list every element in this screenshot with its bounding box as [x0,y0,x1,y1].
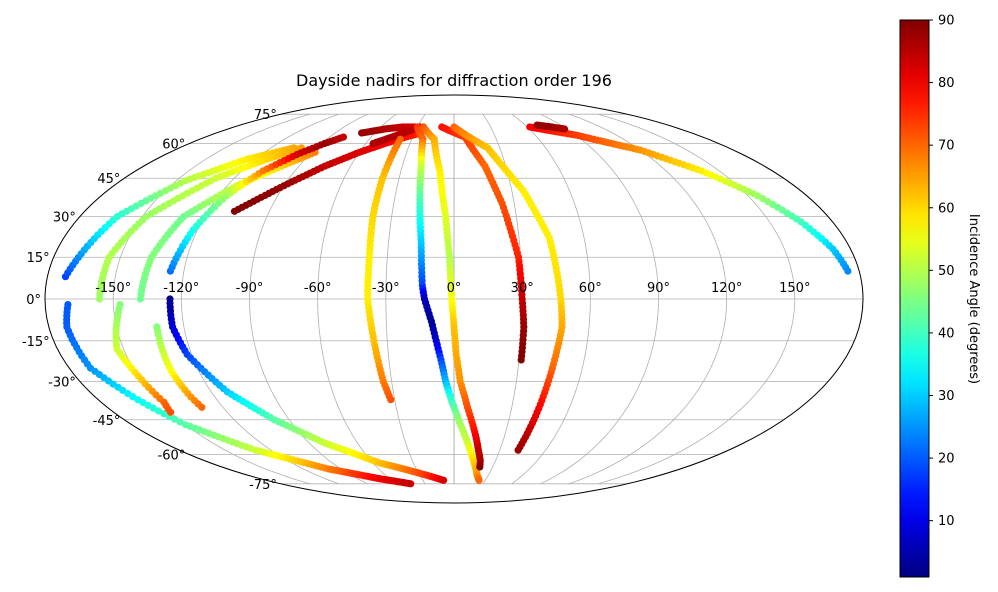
data-point [198,403,206,411]
latitude-tick-label: -45° [93,414,121,429]
latitude-tick-label: 30° [53,211,76,226]
data-point [514,446,522,454]
data-point [154,407,163,415]
latitude-tick-label: 45° [97,172,120,187]
colorbar-tick-label: 80 [938,76,955,91]
latitude-tick-label: -60° [158,449,186,464]
data-point [387,396,395,404]
colorbar-tick-label: 60 [938,201,955,216]
colorbar-tick-label: 40 [938,326,955,341]
latitude-tick-label: 0° [26,293,41,308]
colorbar-label: Incidence Angle (degrees) [966,214,981,384]
data-point [844,267,852,275]
latitude-tick-label: -15° [22,335,50,350]
latitude-tick-label: -75° [249,478,277,493]
data-point [167,408,175,416]
colorbar-gradient [899,19,930,578]
longitude-tick-label: 120° [711,281,742,296]
longitude-tick-label: 150° [779,281,810,296]
colorbar-tick-label: 10 [938,514,955,529]
data-point [160,410,168,418]
longitude-tick-label: -150° [95,281,131,296]
data-point [517,356,525,364]
data-point [339,133,347,141]
data-point [560,125,569,133]
colorbar-tick-label: 20 [938,452,955,467]
latitude-tick-label: 75° [254,108,277,123]
data-point [407,480,415,488]
longitude-tick-label: 30° [511,281,534,296]
colorbar: 10 20 30 40 50 60 70 80 90 [899,14,955,578]
data-point [176,418,184,426]
longitude-tick-label: -30° [372,281,400,296]
data-point [476,463,484,471]
data-point [475,476,483,484]
data-point [440,476,448,484]
latitude-tick-label: 15° [27,251,50,266]
longitude-tick-label: 0° [447,281,462,296]
longitude-tick-label: 90° [647,281,670,296]
colorbar-tick-label: 50 [938,264,955,279]
longitude-tick-label: 60° [579,281,602,296]
longitude-tick-label: -120° [163,281,199,296]
latitude-tick-label: 60° [162,138,185,153]
data-point [171,415,179,423]
colorbar-tick-label: 70 [938,139,955,154]
longitude-tick-label: -60° [304,281,332,296]
map-boundary [44,94,864,504]
longitude-tick-label: -90° [236,281,264,296]
colorbar-tick-label: 30 [938,389,955,404]
chart-title: Dayside nadirs for diffraction order 196 [296,71,612,90]
latitude-tick-label: -30° [48,375,76,390]
map-area: -150° -120° -90° -60° -30° 0° 30° 60° 90° 120° 150… [22,94,864,504]
colorbar-tick-label: 90 [938,14,955,29]
